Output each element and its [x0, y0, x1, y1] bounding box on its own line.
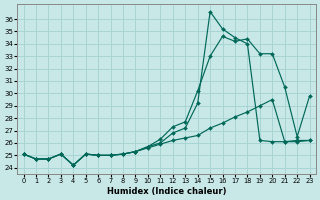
X-axis label: Humidex (Indice chaleur): Humidex (Indice chaleur)	[107, 187, 226, 196]
